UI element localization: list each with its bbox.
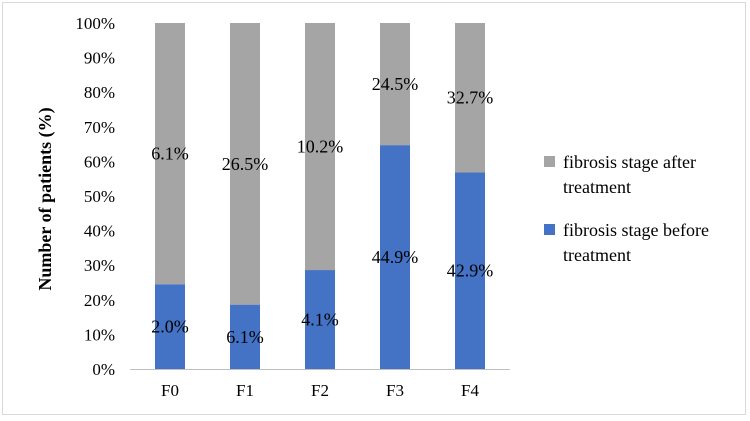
y-tick-label: 100% [75, 14, 115, 33]
legend-label: treatment [563, 177, 631, 197]
y-tick-label: 30% [84, 256, 115, 275]
x-tick-label: F3 [386, 381, 404, 400]
bar-segment-f0-series-1 [155, 23, 185, 285]
bar-segment-f4-series-0 [455, 172, 485, 369]
data-label: 26.5% [222, 154, 269, 174]
data-label: 32.7% [447, 88, 494, 108]
legend-label: fibrosis stage before [563, 220, 709, 240]
data-labels: 2.0% 6.1% 6.1% 26.5% 4.1% 10.2% 44.9% 24.5% 42.9… [151, 74, 493, 347]
x-tick-label: F1 [236, 381, 254, 400]
legend: fibrosis stage after treatment fibrosis st… [544, 152, 709, 265]
y-tick-label: 0% [92, 360, 115, 379]
bars [155, 23, 485, 369]
data-label: 24.5% [372, 74, 419, 94]
y-tick-label: 70% [84, 118, 115, 137]
bar-segment-f1-series-0 [230, 304, 260, 369]
y-axis-title: Number of patients (%) [35, 107, 56, 290]
data-label: 6.1% [151, 144, 189, 164]
bar-segment-f2-series-1 [305, 23, 335, 271]
data-label: 6.1% [226, 327, 264, 347]
y-tick-label: 90% [84, 49, 115, 68]
x-axis: F0 F1 F2 F3 F4 [161, 381, 479, 400]
x-tick-label: F2 [311, 381, 329, 400]
data-label: 42.9% [447, 261, 494, 281]
legend-swatch [544, 156, 555, 167]
y-tick-label: 10% [84, 325, 115, 344]
legend-swatch [544, 224, 555, 235]
bar-segment-f0-series-0 [155, 284, 185, 369]
y-tick-label: 60% [84, 152, 115, 171]
x-tick-label: F0 [161, 381, 179, 400]
bar-segment-f2-series-0 [305, 270, 335, 369]
stacked-bar-chart: Number of patients (%) 0% 10% 20% 30% 40% 50%… [35, 14, 709, 400]
chart-frame: Number of patients (%) 0% 10% 20% 30% 40% 50%… [2, 2, 746, 415]
bar-segment-f3-series-1 [380, 23, 410, 146]
y-tick-label: 20% [84, 291, 115, 310]
y-tick-label: 80% [84, 83, 115, 102]
data-label: 44.9% [372, 247, 419, 267]
data-label: 4.1% [301, 310, 339, 330]
y-tick-label: 50% [84, 187, 115, 206]
y-tick-label: 40% [84, 222, 115, 241]
legend-label: treatment [563, 245, 631, 265]
y-axis: 0% 10% 20% 30% 40% 50% 60% 70% 80% 90% 100% [75, 14, 115, 379]
data-label: 10.2% [297, 137, 344, 157]
legend-label: fibrosis stage after [563, 152, 696, 172]
bar-segment-f3-series-0 [380, 145, 410, 369]
data-label: 2.0% [151, 317, 189, 337]
x-tick-label: F4 [461, 381, 479, 400]
bar-segment-f1-series-1 [230, 23, 260, 305]
bar-segment-f4-series-1 [455, 23, 485, 173]
